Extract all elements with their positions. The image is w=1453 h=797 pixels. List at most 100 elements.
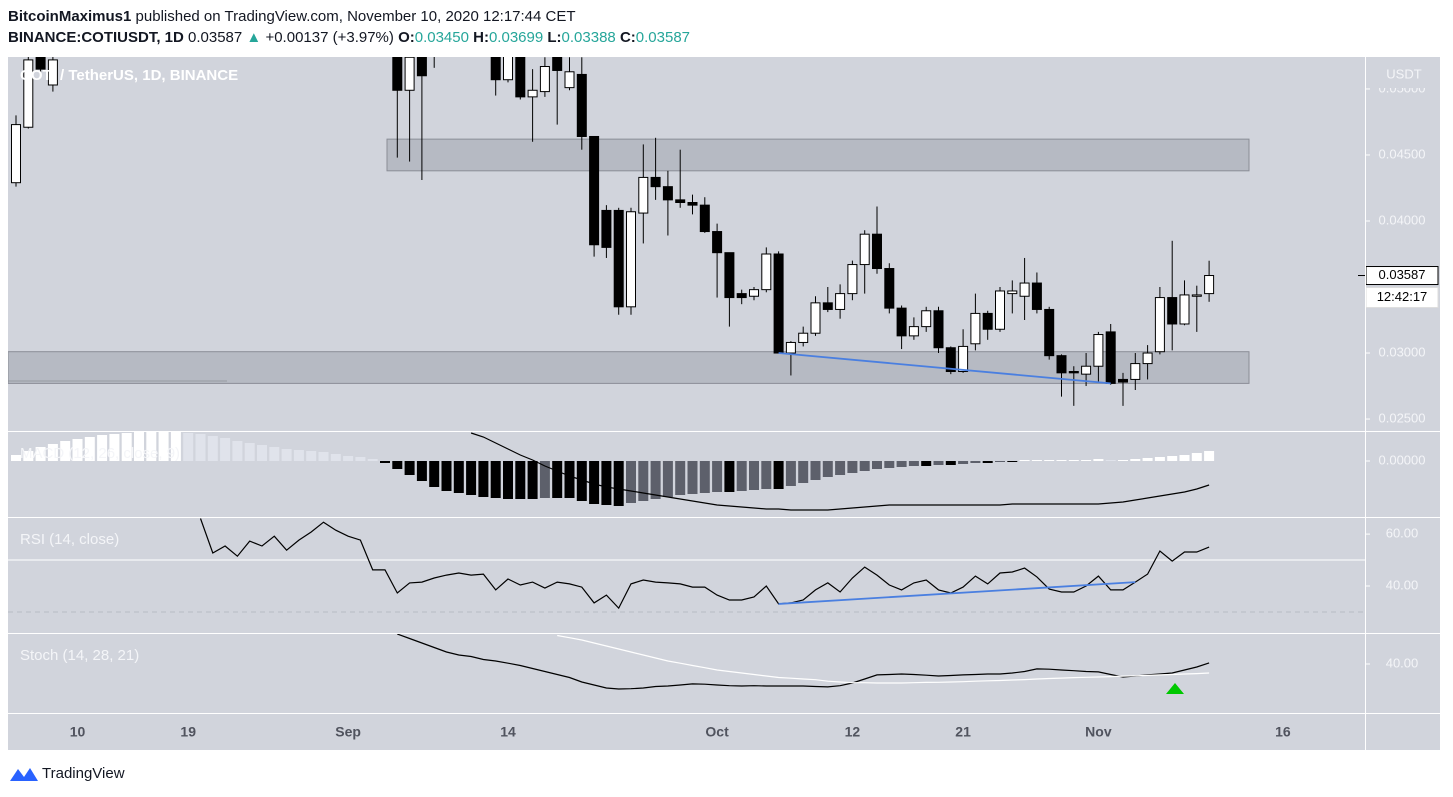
histogram-bar bbox=[158, 432, 169, 461]
candle bbox=[687, 194, 698, 215]
candle-body bbox=[601, 209, 612, 248]
x-tick-label: Nov bbox=[1085, 724, 1112, 740]
candle-body bbox=[11, 124, 21, 184]
histogram-bar bbox=[306, 451, 317, 461]
x-tick-label: Oct bbox=[705, 724, 729, 740]
signal-marker bbox=[1166, 683, 1184, 694]
histogram-bar bbox=[232, 441, 243, 461]
y-tick-label: 40.00 bbox=[1386, 655, 1419, 670]
x-tick-label: 14 bbox=[500, 724, 516, 740]
histogram-bar bbox=[72, 439, 83, 461]
candle bbox=[835, 284, 846, 319]
candle-body bbox=[490, 57, 501, 81]
candle bbox=[515, 57, 526, 100]
candle-body bbox=[712, 231, 723, 254]
candle-body bbox=[724, 252, 735, 299]
candle bbox=[601, 205, 612, 258]
indicator-line bbox=[557, 634, 1210, 684]
candle-body bbox=[822, 302, 833, 310]
histogram-bar bbox=[1118, 460, 1128, 461]
candle-body bbox=[921, 310, 932, 328]
x-tick-label: 10 bbox=[70, 724, 86, 740]
candle bbox=[1007, 280, 1018, 314]
histogram-bar bbox=[589, 461, 600, 504]
candle bbox=[712, 223, 723, 298]
histogram-bar bbox=[170, 432, 181, 461]
ohlc-value: 0.03450 bbox=[415, 29, 469, 46]
candle bbox=[945, 346, 956, 375]
zone bbox=[386, 138, 1250, 172]
histogram-bar bbox=[847, 461, 858, 473]
histogram-bar bbox=[281, 449, 292, 461]
histogram-bar bbox=[958, 461, 969, 464]
candle-body bbox=[761, 253, 772, 291]
histogram-bar bbox=[527, 461, 538, 499]
candle bbox=[392, 57, 403, 158]
candle bbox=[47, 57, 58, 92]
histogram-bar bbox=[1105, 460, 1116, 461]
candle bbox=[798, 326, 809, 347]
candle-body bbox=[503, 57, 513, 81]
candle bbox=[1093, 331, 1104, 383]
histogram-bar bbox=[318, 452, 329, 461]
histogram-bar bbox=[269, 447, 280, 461]
candle bbox=[552, 57, 563, 125]
candle-body bbox=[872, 233, 882, 270]
candle bbox=[23, 57, 34, 129]
candle bbox=[503, 57, 513, 83]
histogram-bar bbox=[35, 447, 46, 461]
candle-body bbox=[1044, 308, 1055, 357]
histogram-bar bbox=[1031, 460, 1042, 461]
candle-body bbox=[675, 199, 686, 204]
candle bbox=[613, 207, 624, 315]
candle bbox=[884, 263, 895, 314]
histogram-bar bbox=[121, 433, 132, 461]
x-tick-label: 16 bbox=[1275, 724, 1291, 740]
candle bbox=[982, 310, 993, 340]
histogram-bar bbox=[97, 435, 108, 461]
histogram-bar bbox=[367, 459, 378, 461]
histogram-bar bbox=[1142, 458, 1153, 461]
candle-body bbox=[958, 345, 969, 373]
candle bbox=[847, 260, 858, 301]
histogram-bar bbox=[675, 461, 686, 495]
candle bbox=[995, 287, 1005, 332]
last-price-label: 0.03587 bbox=[1379, 267, 1426, 282]
candle bbox=[773, 251, 784, 354]
histogram-bar bbox=[982, 461, 993, 463]
candle-body bbox=[576, 73, 587, 137]
ohlc-value: 0.03587 bbox=[636, 29, 690, 46]
candle bbox=[1019, 257, 1030, 321]
chart-layer: 10 19 Sep 14 Oct 12 21 Nov 16 0.02500 0.03000 0.040… bbox=[8, 57, 1440, 740]
histogram-bar bbox=[785, 461, 796, 486]
candle-body bbox=[662, 186, 673, 201]
candle-body bbox=[1142, 352, 1153, 365]
histogram-bar bbox=[466, 461, 477, 495]
candle-body bbox=[650, 176, 661, 188]
histogram-bar bbox=[687, 461, 698, 494]
change: +0.00137 (+3.97%) bbox=[265, 29, 393, 46]
histogram-bar bbox=[1154, 457, 1165, 461]
indicator-line bbox=[199, 518, 1210, 610]
histogram-bar bbox=[601, 461, 612, 505]
histogram-bar bbox=[195, 434, 206, 461]
candle bbox=[1056, 354, 1067, 397]
histogram-bar bbox=[638, 461, 649, 501]
candle-body bbox=[35, 57, 46, 70]
histogram-bar bbox=[343, 456, 354, 461]
candle bbox=[785, 341, 796, 376]
candle bbox=[1191, 285, 1202, 332]
candle bbox=[662, 170, 673, 236]
x-tick-label: 19 bbox=[180, 724, 196, 740]
x-tick-label: Sep bbox=[335, 724, 361, 740]
candle bbox=[433, 57, 435, 68]
candle-body bbox=[896, 307, 907, 337]
histogram-bar bbox=[134, 432, 144, 461]
histogram-bar bbox=[1204, 451, 1215, 461]
histogram-bar bbox=[1093, 459, 1104, 461]
symbol-line: BINANCE:COTIUSDT, 1D 0.03587 ▲ +0.00137 … bbox=[8, 29, 690, 46]
ohlc-value: 0.03699 bbox=[489, 29, 543, 46]
ohlc-label: O: bbox=[398, 29, 415, 46]
candle-body bbox=[1130, 363, 1141, 380]
